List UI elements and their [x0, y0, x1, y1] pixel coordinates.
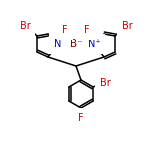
Text: F: F	[84, 25, 90, 35]
Text: F: F	[62, 25, 68, 35]
Text: N: N	[54, 39, 62, 49]
Text: Br: Br	[100, 78, 111, 88]
Text: Br: Br	[20, 21, 30, 31]
Text: B⁻: B⁻	[70, 39, 82, 49]
Text: F: F	[78, 113, 84, 123]
Text: N⁺: N⁺	[88, 39, 100, 49]
Text: Br: Br	[122, 21, 132, 31]
